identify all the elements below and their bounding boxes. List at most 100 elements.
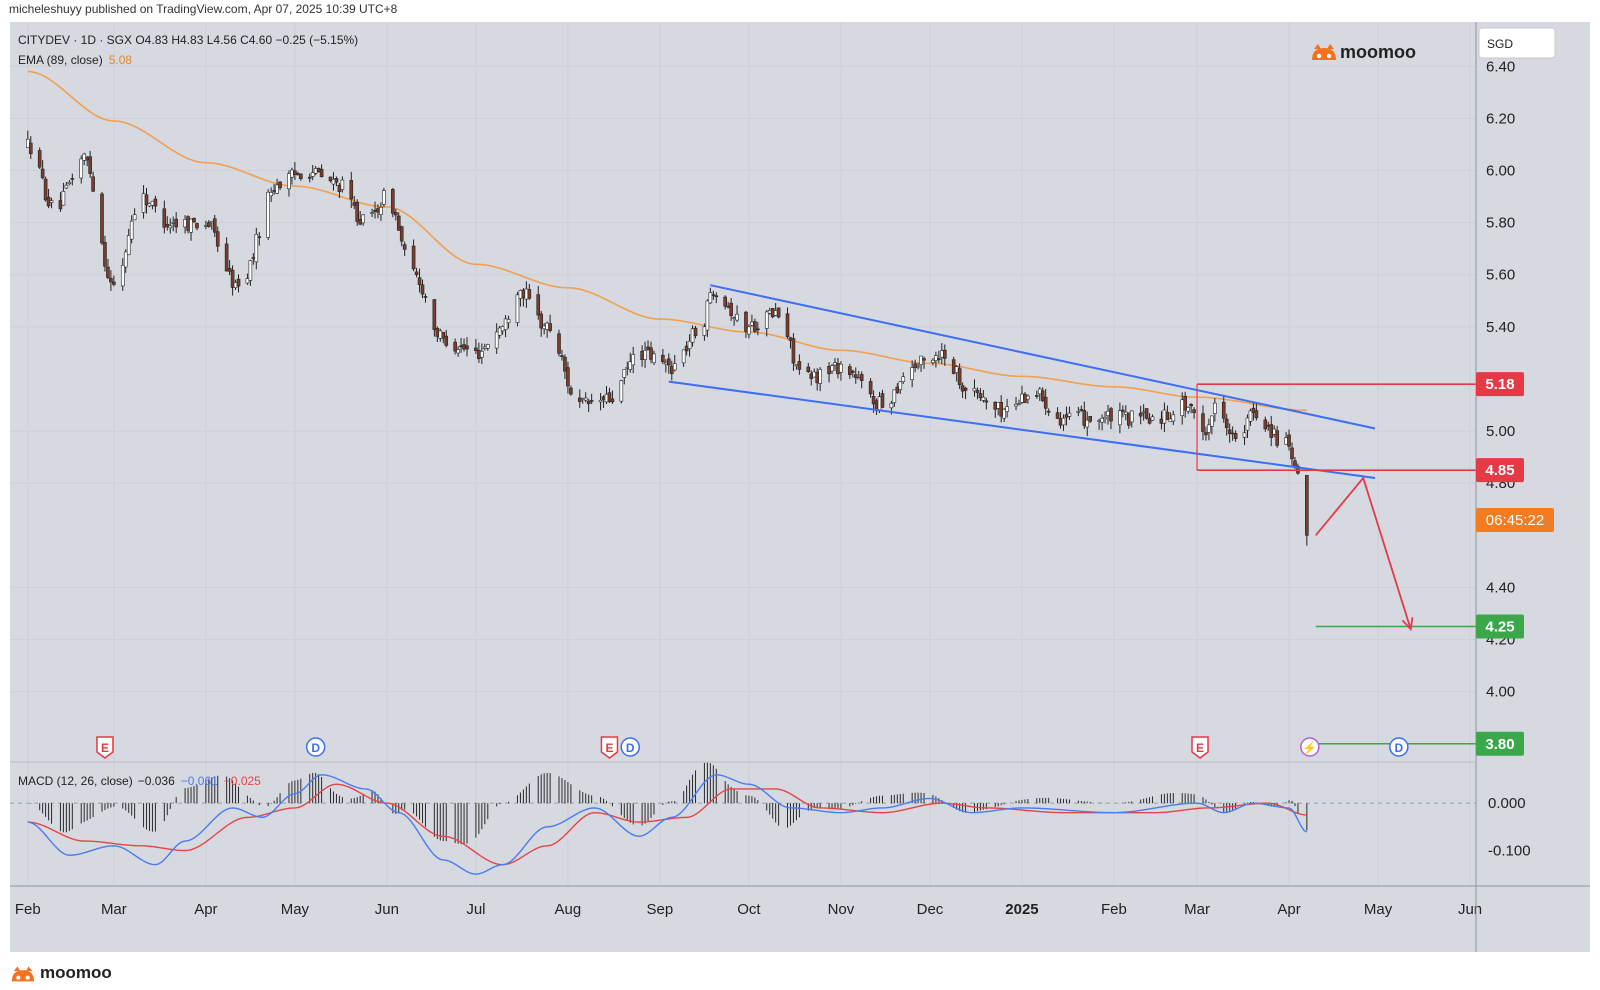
candle-body	[984, 400, 989, 403]
price-axis-label-box	[1476, 372, 1524, 397]
candle-body	[1026, 395, 1030, 400]
candle-body	[856, 377, 861, 380]
candle-body	[797, 361, 802, 370]
candle-body	[474, 347, 478, 351]
candle-body	[518, 290, 523, 299]
price-axis-label-box	[1476, 614, 1524, 639]
candle-body	[37, 150, 42, 168]
candle-body	[1233, 433, 1238, 439]
ema-legend-label: EMA (89, close)	[18, 53, 103, 67]
candle-body	[224, 243, 229, 272]
candle-body	[1055, 412, 1060, 419]
candle-body	[337, 184, 342, 192]
candle-body	[1248, 410, 1253, 422]
candle-body	[352, 202, 357, 206]
candle-body	[1186, 407, 1190, 412]
moomoo-logo-icon	[1312, 44, 1336, 60]
candle-body	[126, 235, 131, 256]
y-tick-label: 5.40	[1486, 319, 1515, 336]
candle-body	[687, 340, 692, 349]
price-axis-label-box	[1476, 731, 1524, 756]
candle-body	[1162, 409, 1167, 424]
candle-body	[106, 266, 110, 278]
candle-body	[1224, 418, 1229, 429]
candle-body	[1251, 407, 1256, 414]
candle-body	[444, 335, 449, 346]
candle-body	[275, 184, 279, 194]
candle-body	[82, 153, 86, 161]
candle-body	[527, 289, 532, 299]
event-marker: E	[1191, 736, 1209, 759]
candle-body	[1034, 395, 1039, 397]
candle-body	[753, 321, 757, 332]
currency-box[interactable]: SGD	[1478, 27, 1556, 59]
candle-body	[26, 138, 30, 148]
x-tick-label: Oct	[737, 901, 761, 918]
candle-body	[901, 376, 906, 382]
macd-line	[27, 774, 1308, 875]
candle-body	[340, 179, 345, 190]
x-tick-label: Aug	[555, 901, 582, 918]
candle-body	[147, 203, 152, 207]
candle-body	[684, 345, 689, 352]
price-axis-label-text: 4.85	[1485, 462, 1514, 479]
candle-body	[132, 214, 137, 221]
y-tick-label: 6.00	[1486, 163, 1515, 180]
y-tick-label: 5.60	[1486, 267, 1515, 284]
candle-body	[910, 367, 914, 380]
x-tick-label: Feb	[1101, 901, 1127, 918]
candle-body	[1171, 414, 1176, 422]
candle-body	[266, 191, 270, 238]
candle-body	[744, 311, 748, 332]
candle-body	[853, 374, 858, 378]
currency-label: SGD	[1487, 37, 1513, 51]
candle-body	[1121, 409, 1125, 412]
candle-body	[560, 355, 564, 357]
dividend-marker	[620, 737, 640, 757]
y-tick-label: 6.40	[1486, 58, 1515, 75]
candle-body	[1201, 413, 1205, 432]
event-marker: D	[1389, 737, 1409, 757]
candle-body	[756, 328, 760, 331]
event-marker: E	[96, 736, 114, 759]
candle-body	[693, 327, 698, 336]
candle-body	[399, 226, 404, 242]
candle-body	[1144, 408, 1149, 419]
candle-body	[1005, 406, 1009, 412]
candle-body	[195, 223, 199, 229]
candle-body	[349, 180, 354, 200]
candle-body	[1266, 424, 1271, 427]
candle-body	[735, 313, 739, 321]
candle-body	[1046, 410, 1051, 413]
candle-body	[1245, 417, 1250, 431]
x-tick-label: Mar	[101, 901, 127, 918]
candle-body	[770, 308, 775, 318]
candle-body	[91, 176, 95, 192]
chart-canvas[interactable]: E D E D E ⚡ D 6.406.206.005.805.605.405.004.80…	[10, 22, 1590, 952]
candle-body	[1064, 414, 1069, 418]
candle-body	[299, 173, 303, 179]
candle-body	[767, 310, 772, 314]
candle-body	[28, 142, 33, 155]
candle-body	[328, 176, 333, 182]
candle-body	[465, 345, 469, 350]
ema-legend-value: 5.08	[109, 53, 133, 67]
candle-body	[1150, 416, 1155, 421]
candle-body	[1159, 418, 1164, 424]
candle-body	[583, 397, 588, 401]
publisher-caption: micheleshuyy published on TradingView.co…	[9, 2, 398, 16]
x-tick-label: May	[1364, 901, 1393, 918]
countdown-label-box	[1476, 508, 1554, 532]
candle-body	[1100, 417, 1104, 423]
candle-body	[144, 194, 149, 205]
candle-body	[1189, 404, 1193, 407]
candle-body	[204, 225, 208, 227]
candle-body	[207, 222, 211, 227]
chart-frame[interactable]: E D E D E ⚡ D 6.40 6.20 6.00 5.80 5.60 5.40 5.00 4.80…	[10, 22, 1590, 952]
candle-body	[981, 396, 986, 401]
candle-body	[1020, 393, 1024, 403]
candle-body	[272, 190, 276, 192]
event-marker: D	[305, 737, 326, 757]
footer-moomoo-icon	[11, 966, 35, 982]
candle-body	[251, 257, 256, 259]
